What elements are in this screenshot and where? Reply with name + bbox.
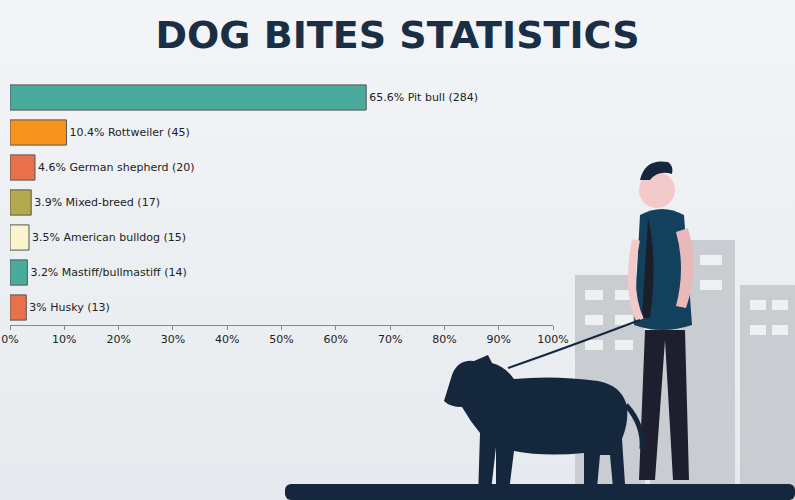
svg-text:20%: 20% xyxy=(106,333,130,346)
svg-text:100%: 100% xyxy=(537,333,568,346)
svg-text:10%: 10% xyxy=(52,333,76,346)
svg-text:0%: 0% xyxy=(1,333,18,346)
svg-text:70%: 70% xyxy=(378,333,402,346)
svg-text:30%: 30% xyxy=(161,333,185,346)
svg-text:3% Husky (13): 3% Husky (13) xyxy=(29,301,110,314)
svg-text:40%: 40% xyxy=(215,333,239,346)
svg-text:65.6% Pit bull (284): 65.6% Pit bull (284) xyxy=(369,91,478,104)
svg-text:3.9% Mixed-breed (17): 3.9% Mixed-breed (17) xyxy=(34,196,160,209)
svg-text:DOG BITES STATISTICS: DOG BITES STATISTICS xyxy=(155,13,639,57)
svg-text:80%: 80% xyxy=(432,333,456,346)
svg-text:60%: 60% xyxy=(324,333,348,346)
svg-text:3.5% American bulldog (15): 3.5% American bulldog (15) xyxy=(32,231,186,244)
svg-text:3.2% Mastiff/bullmastiff (14): 3.2% Mastiff/bullmastiff (14) xyxy=(30,266,186,279)
svg-text:4.6% German shepherd (20): 4.6% German shepherd (20) xyxy=(38,161,195,174)
svg-text:90%: 90% xyxy=(486,333,510,346)
svg-text:10.4% Rottweiler (45): 10.4% Rottweiler (45) xyxy=(69,126,189,139)
svg-text:50%: 50% xyxy=(269,333,293,346)
